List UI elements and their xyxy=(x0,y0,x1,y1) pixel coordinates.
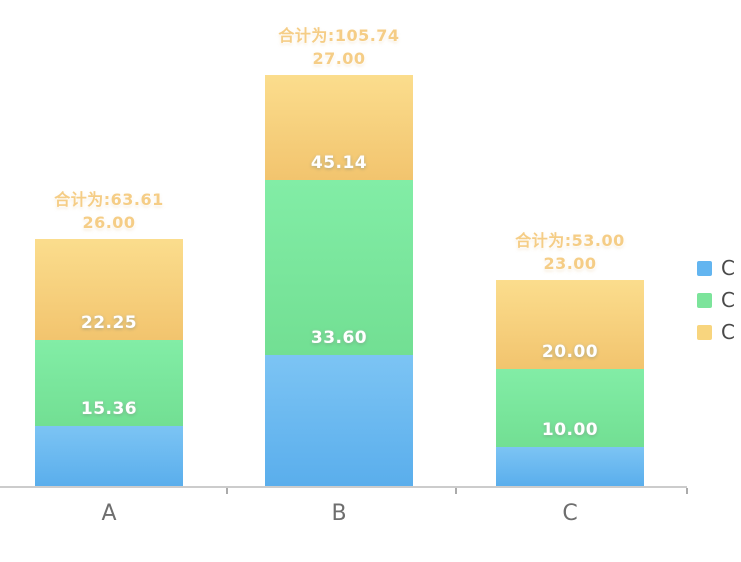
bar-total-label: 合计为:105.74 27.00 xyxy=(278,24,399,70)
segment-value-label: 10.00 xyxy=(541,420,599,441)
legend-item-label: C xyxy=(721,320,735,344)
segment-value-label: 22.25 xyxy=(80,312,138,333)
bar-segment-A-series3[interactable] xyxy=(35,238,183,340)
segment-value-label: 20.00 xyxy=(541,342,599,363)
bar-segment-A-series1[interactable] xyxy=(35,426,183,486)
x-axis-category-label: A xyxy=(101,501,117,526)
bar-segment-C-series3[interactable] xyxy=(496,279,644,370)
total-sum-text: 合计为:53.00 xyxy=(515,230,625,250)
top-segment-value-text: 27.00 xyxy=(312,49,366,68)
total-sum-text: 合计为:105.74 xyxy=(278,26,400,45)
legend-item[interactable]: C xyxy=(697,256,735,280)
bar-segment-B-series3[interactable] xyxy=(265,75,413,180)
segment-value-label: 45.14 xyxy=(310,152,368,173)
x-axis-category-label: B xyxy=(331,501,347,526)
legend-item-label: C xyxy=(721,288,735,312)
bar-segment-C-series1[interactable] xyxy=(496,447,644,486)
bar-segment-B-series2[interactable] xyxy=(265,179,413,356)
top-segment-value-text: 26.00 xyxy=(82,212,136,232)
legend-swatch-icon xyxy=(697,260,712,276)
legend-item[interactable]: C xyxy=(697,320,735,344)
total-sum-text: 合计为:63.61 xyxy=(54,189,164,209)
x-axis-category-label: C xyxy=(562,501,578,526)
legend-swatch-icon xyxy=(697,292,712,308)
segment-value-label: 33.60 xyxy=(310,328,368,349)
legend-item[interactable]: C xyxy=(697,288,735,312)
x-axis-tick xyxy=(686,488,688,494)
bar-segment-C-series2[interactable] xyxy=(496,369,644,448)
segment-value-label: 15.36 xyxy=(80,399,138,420)
x-axis-tick xyxy=(455,488,457,494)
x-axis-tick xyxy=(226,488,228,494)
top-segment-value-text: 23.00 xyxy=(543,253,597,273)
bar-segment-A-series2[interactable] xyxy=(35,339,183,427)
legend-item-label: C xyxy=(721,256,735,280)
x-axis-line xyxy=(0,486,687,488)
bar-total-label: 合计为:53.00 23.00 xyxy=(515,229,625,275)
legend-swatch-icon xyxy=(697,324,712,340)
bar-segment-B-series1[interactable] xyxy=(265,355,413,486)
bar-total-label: 合计为:63.61 26.00 xyxy=(54,188,164,234)
